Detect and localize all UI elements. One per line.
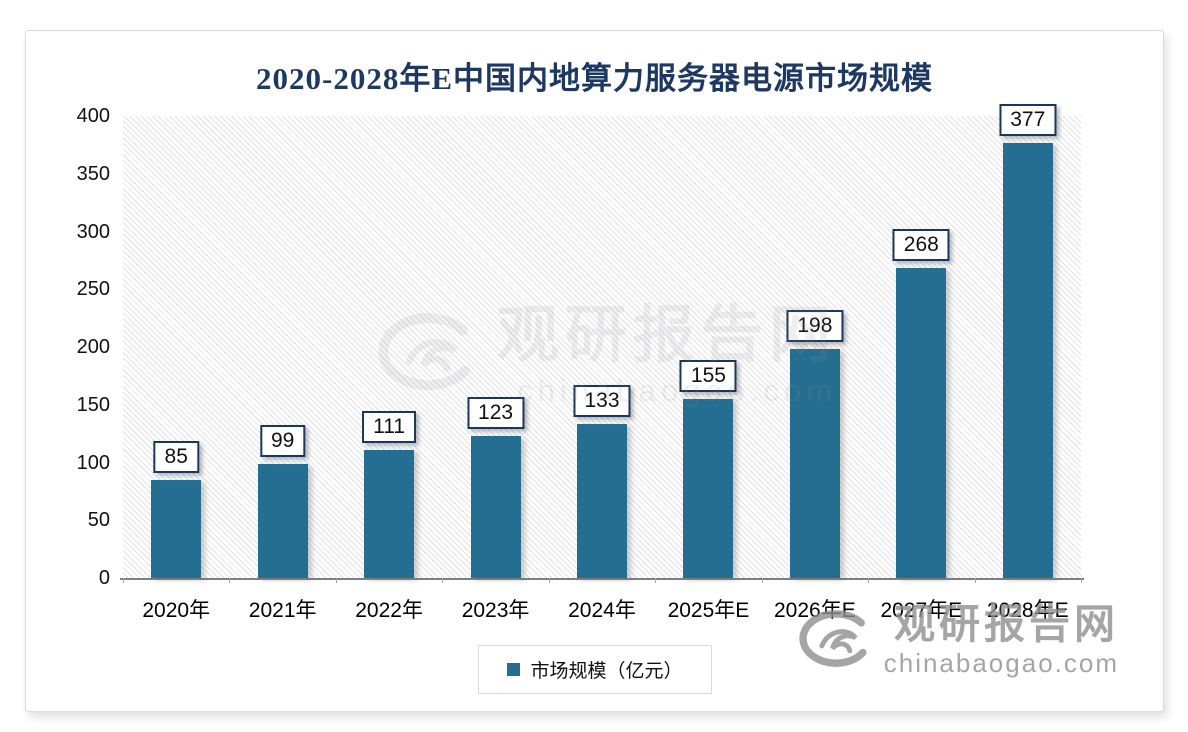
- x-axis-tick: [762, 578, 763, 583]
- plot-area: 85 99 111 123 133 155 198 268 377: [120, 103, 1084, 583]
- chart-title: 2020-2028年E中国内地算力服务器电源市场规模: [256, 61, 933, 96]
- x-axis-label: 2025年E: [667, 599, 750, 622]
- y-axis-tick-label: 100: [76, 451, 110, 474]
- bar-value-label: 268: [892, 229, 950, 262]
- bar-value-label: 198: [786, 310, 844, 343]
- legend: 市场规模（亿元）: [477, 645, 712, 694]
- bar: [789, 349, 840, 578]
- x-axis-tick: [975, 578, 976, 583]
- legend-marker-icon: [506, 663, 520, 676]
- bar-value-label: 123: [467, 396, 525, 429]
- x-axis-tick: [442, 578, 443, 583]
- bar-value-label: 111: [362, 410, 417, 443]
- x-axis-label: 2027年E: [880, 599, 963, 622]
- bar: [896, 268, 947, 578]
- x-axis-label: 2023年: [461, 599, 530, 622]
- chart-card: 2020-2028年E中国内地算力服务器电源市场规模 0 50 100 150 200 2…: [25, 30, 1164, 712]
- x-axis-tick: [868, 578, 869, 583]
- y-axis-tick-label: 200: [76, 336, 110, 358]
- x-axis-label: 2021年: [248, 599, 317, 622]
- x-axis-label: 2028年E: [986, 599, 1069, 622]
- bar-value-label: 85: [153, 440, 199, 473]
- bar: [470, 435, 521, 578]
- x-axis-label: 2020年: [142, 599, 211, 622]
- y-axis-tick-label: 300: [76, 220, 110, 243]
- bar: [1002, 142, 1053, 578]
- x-axis-tick: [549, 578, 550, 583]
- y-axis-tick-label: 50: [87, 509, 110, 532]
- y-axis-tick-label: 0: [98, 567, 110, 589]
- x-axis-tick: [123, 578, 124, 583]
- bar: [257, 463, 308, 578]
- y-axis-tick-label: 250: [76, 278, 110, 301]
- bar-value-label: 377: [999, 103, 1057, 136]
- legend-label: 市场规模（亿元）: [530, 661, 683, 682]
- watermark-domain-text: chinabaogao.com: [883, 648, 1119, 679]
- y-axis-tick-label: 350: [76, 162, 110, 185]
- y-axis-tick-label: 150: [76, 393, 110, 416]
- x-axis-tick: [229, 578, 230, 583]
- x-axis: 2020年 2021年 2022年 2023年 2024年 2025年E 2026年E 202…: [123, 594, 1081, 624]
- bar-value-label: 133: [573, 385, 631, 418]
- x-axis-tick: [655, 578, 656, 583]
- bar: [151, 479, 202, 578]
- bar-value-label: 99: [259, 424, 306, 457]
- x-axis-label: 2026年E: [774, 599, 856, 622]
- x-axis-line: [120, 578, 1084, 580]
- bar: [364, 449, 415, 578]
- y-axis: 0 50 100 150 200 250 300 350 400: [26, 105, 114, 589]
- bar-value-label: 155: [679, 359, 737, 392]
- x-axis-tick: [1081, 578, 1082, 583]
- y-axis-tick-label: 400: [76, 105, 110, 127]
- x-axis-tick: [336, 578, 337, 583]
- x-axis-label: 2022年: [355, 599, 423, 622]
- bar: [577, 424, 627, 578]
- x-axis-label: 2024年: [568, 599, 636, 622]
- bar: [683, 398, 734, 578]
